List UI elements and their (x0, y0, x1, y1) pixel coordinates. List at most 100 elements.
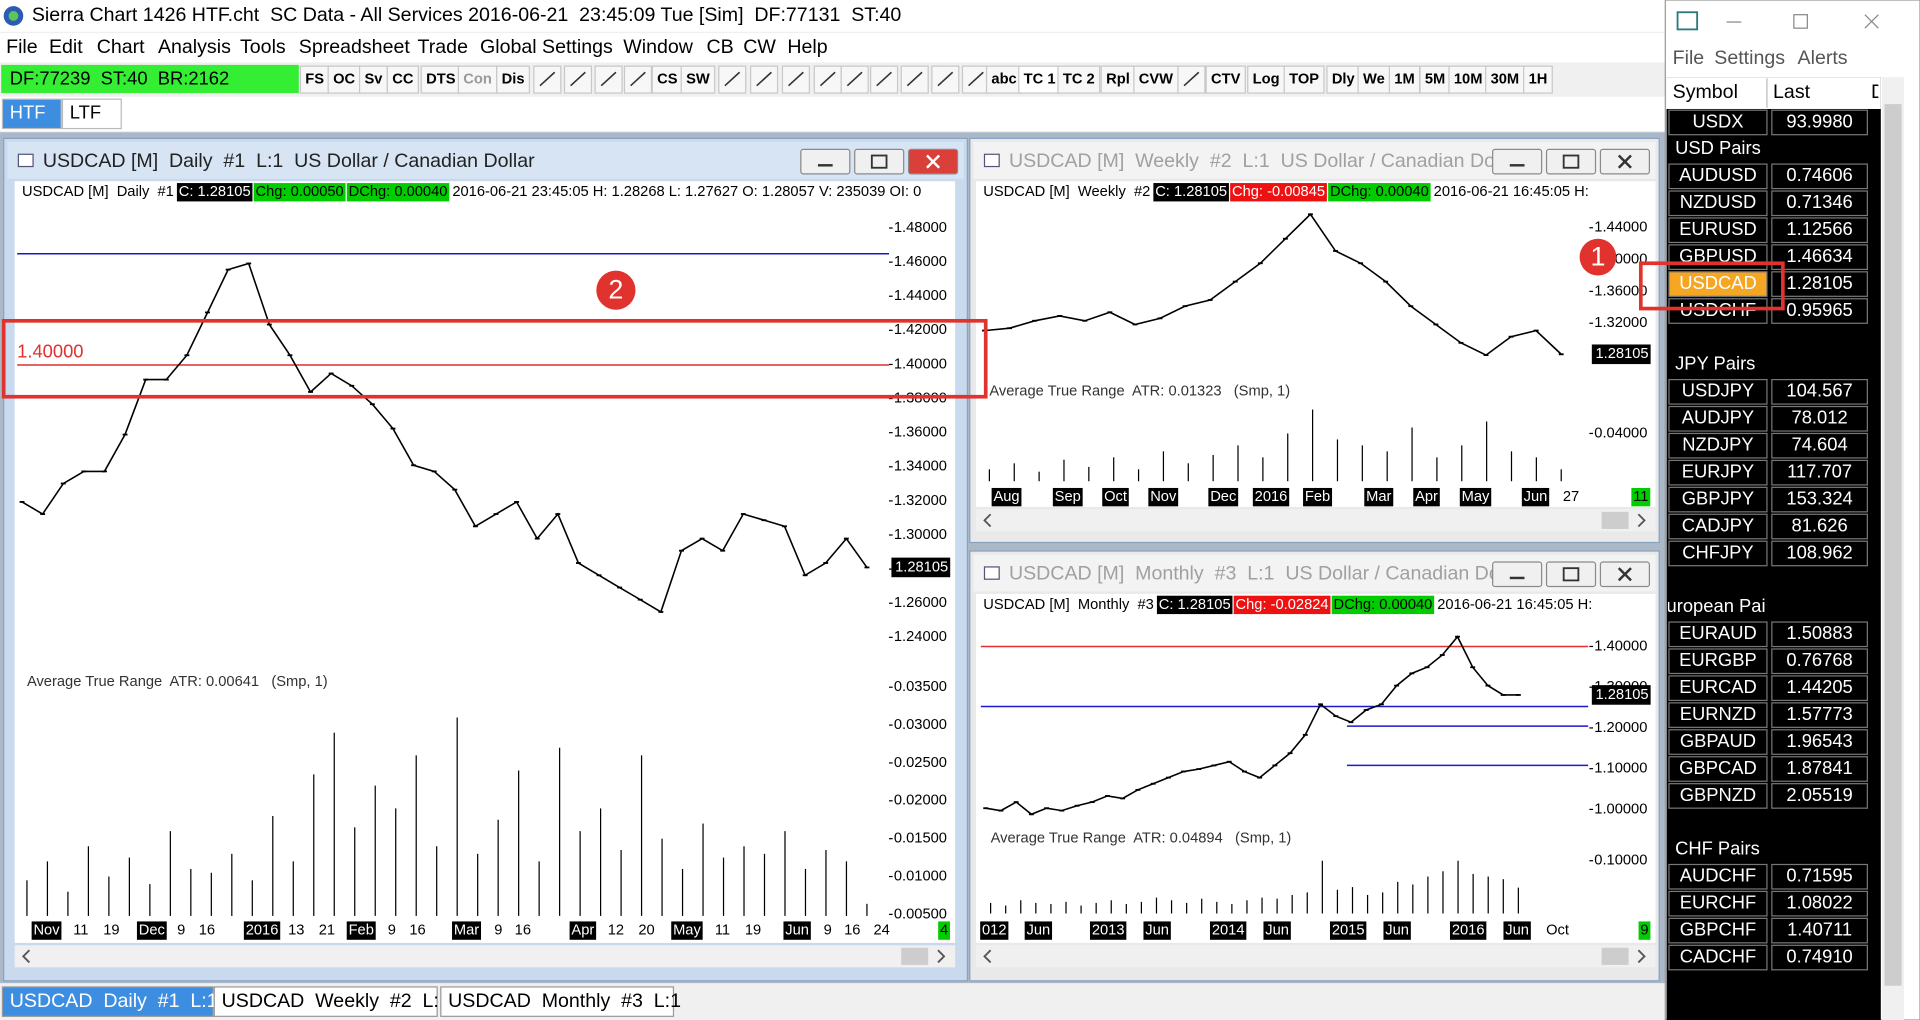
toolbar-label[interactable]: We (1363, 71, 1385, 87)
scroll-arrow[interactable] (1637, 513, 1646, 528)
window-button[interactable] (1545, 561, 1597, 588)
toolbar-button[interactable] (1419, 65, 1451, 94)
toolbar-button[interactable] (1283, 65, 1325, 94)
toolbar-label[interactable]: DTS (426, 71, 456, 87)
toolbar-label[interactable]: TC 2 (1063, 71, 1095, 87)
menu-item[interactable]: Analysis (158, 36, 231, 58)
menu-item[interactable]: Spreadsheet (299, 36, 411, 58)
symbol[interactable]: CHFJPY (1682, 541, 1753, 562)
symbol[interactable]: USDX (1692, 110, 1743, 131)
toolbar-label[interactable]: Dis (502, 71, 525, 87)
watchlist-menu[interactable]: File (1673, 47, 1705, 69)
toolbar-label[interactable]: Log (1253, 71, 1280, 87)
symbol[interactable]: USDJPY (1682, 380, 1754, 401)
menu-item[interactable]: Edit (49, 36, 83, 58)
symbol[interactable]: GBPCHF (1680, 918, 1757, 939)
toolbar-label[interactable]: Con (463, 71, 492, 87)
toolbar-label[interactable]: Sv (364, 71, 383, 87)
h-scrollbar[interactable] (975, 945, 1656, 968)
toolbar-button[interactable] (386, 65, 419, 94)
menu-item[interactable]: File (6, 36, 38, 58)
symbol[interactable]: GBPNZD (1680, 784, 1757, 805)
symbol[interactable]: AUDJPY (1682, 407, 1754, 428)
symbol[interactable]: EURJPY (1682, 460, 1754, 481)
window-button[interactable] (800, 148, 851, 175)
symbol[interactable]: GBPCAD (1679, 757, 1757, 778)
toolbar-button[interactable] (358, 65, 388, 94)
symbol[interactable]: NZDJPY (1682, 434, 1753, 455)
chartbook-tab[interactable] (1, 98, 62, 130)
toolbar-label[interactable]: Dly (1332, 71, 1356, 87)
symbol[interactable]: GBPUSD (1679, 245, 1757, 266)
symbol[interactable]: EURCAD (1679, 676, 1757, 697)
menu-item[interactable]: Chart (97, 36, 145, 58)
scroll-arrow[interactable] (937, 949, 946, 964)
toolbar-label[interactable]: 1M (1394, 71, 1414, 87)
symbol[interactable]: EURCHF (1680, 892, 1757, 913)
window-button[interactable] (854, 148, 905, 175)
scroll-arrow[interactable] (983, 513, 992, 528)
toolbar-button[interactable] (1523, 65, 1553, 94)
chart-tab-label[interactable]: USDCAD Daily #1 L:1 (10, 990, 218, 1012)
toolbar-button[interactable] (1018, 65, 1062, 94)
toolbar-label[interactable]: FS (305, 71, 324, 87)
symbol[interactable]: CADJPY (1682, 514, 1754, 535)
toolbar-button[interactable] (496, 65, 531, 94)
toolbar-button[interactable] (1100, 65, 1136, 94)
symbol[interactable]: EURAUD (1679, 622, 1757, 643)
menu-item[interactable]: Window (623, 36, 693, 58)
toolbar-label[interactable]: TOP (1289, 71, 1319, 87)
symbol[interactable]: NZDUSD (1680, 191, 1757, 212)
menu-item[interactable]: Global Settings (480, 36, 613, 58)
window-button[interactable] (1492, 148, 1543, 175)
toolbar-label[interactable]: CVW (1139, 71, 1173, 87)
watchlist-menu[interactable]: Alerts (1798, 47, 1848, 69)
chartbook-tab[interactable] (61, 98, 122, 130)
toolbar-button[interactable] (1133, 65, 1179, 94)
toolbar-label[interactable]: CC (392, 71, 414, 87)
toolbar-button[interactable] (680, 65, 716, 94)
h-scrollbar[interactable] (14, 945, 956, 968)
symbol[interactable]: USDCAD (1679, 272, 1757, 293)
toolbar-icon-button[interactable] (623, 65, 653, 94)
h-scrollbar[interactable] (975, 509, 1656, 532)
chart-tab-label[interactable]: USDCAD Monthly #3 L:1 (448, 990, 681, 1012)
menu-item[interactable]: CB (707, 36, 734, 58)
toolbar-label[interactable]: OC (333, 71, 355, 87)
window-button[interactable] (1545, 148, 1597, 175)
symbol[interactable]: CADCHF (1680, 945, 1757, 966)
scroll-arrow[interactable] (1637, 949, 1646, 964)
scroll-arrow[interactable] (983, 949, 992, 964)
menu-item[interactable]: CW (743, 36, 776, 58)
toolbar-label[interactable]: SW (686, 71, 710, 87)
toolbar-button[interactable] (1205, 65, 1246, 94)
toolbar-label[interactable]: 1H (1529, 71, 1548, 87)
symbol[interactable]: EURUSD (1679, 218, 1757, 239)
toolbar-label[interactable]: 10M (1454, 71, 1483, 87)
toolbar-label[interactable]: TC 1 (1024, 71, 1056, 87)
symbol[interactable]: GBPJPY (1682, 487, 1754, 508)
symbol[interactable]: EURNZD (1680, 703, 1757, 724)
toolbar-label[interactable]: 5M (1425, 71, 1445, 87)
watchlist-menu[interactable]: Settings (1714, 47, 1785, 69)
toolbar-button[interactable] (1057, 65, 1101, 94)
toolbar-label[interactable]: CS (657, 71, 678, 87)
toolbar-label[interactable]: Rpl (1106, 71, 1130, 87)
menu-item[interactable]: Trade (418, 36, 469, 58)
symbol[interactable]: AUDUSD (1679, 164, 1757, 185)
window-button[interactable] (1492, 561, 1543, 588)
chart-tab[interactable] (440, 986, 675, 1017)
menu-item[interactable]: Tools (240, 36, 286, 58)
scroll-thumb[interactable] (901, 947, 929, 965)
chartbook-tab-label[interactable]: HTF (10, 102, 46, 123)
chart-tab[interactable] (213, 986, 438, 1017)
chart-tab[interactable] (1, 986, 214, 1017)
scroll-arrow[interactable] (21, 949, 31, 964)
v-scroll-thumb[interactable] (1884, 104, 1902, 986)
toolbar-button[interactable] (1388, 65, 1421, 94)
chartbook-tab-label[interactable]: LTF (70, 102, 101, 123)
scroll-thumb[interactable] (1601, 511, 1629, 529)
symbol[interactable]: EURGBP (1679, 649, 1757, 670)
symbol[interactable]: AUDCHF (1680, 865, 1757, 886)
toolbar-button[interactable] (651, 65, 684, 94)
